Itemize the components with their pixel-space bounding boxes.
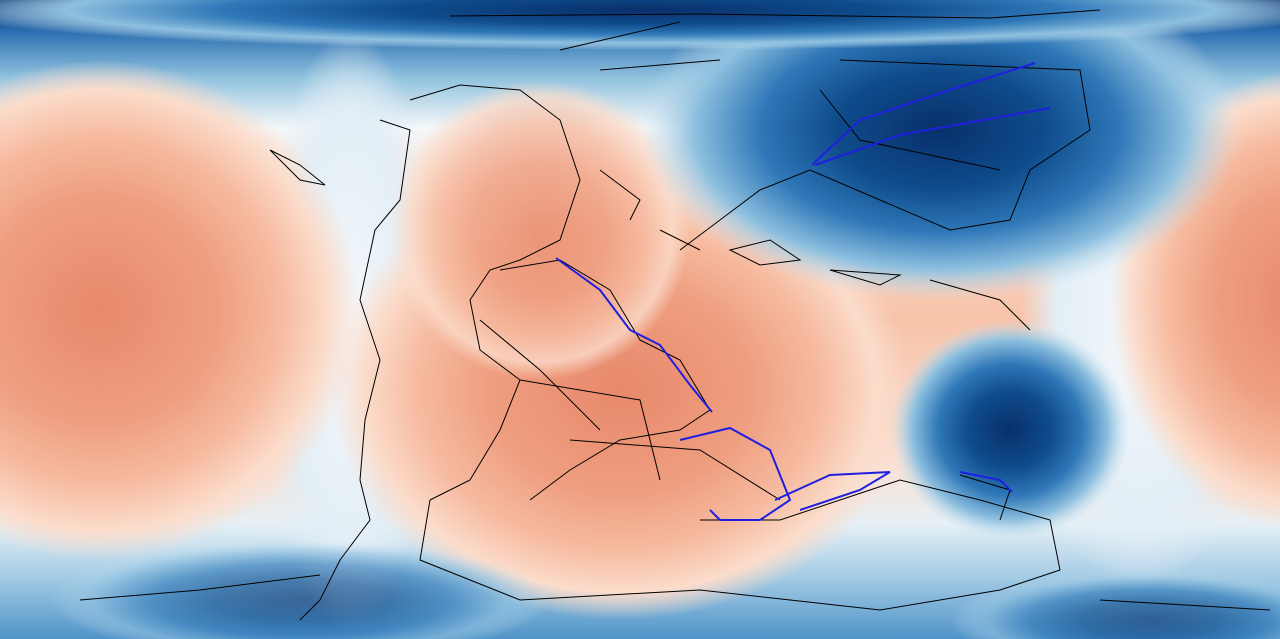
field-low (50, 540, 550, 639)
boundary-line (774, 471, 891, 511)
boundary-line (811, 62, 1036, 166)
boundary-line (814, 107, 1051, 166)
coastline (269, 149, 701, 251)
coastline (479, 319, 781, 501)
field-high (390, 80, 690, 380)
coastline (299, 119, 411, 621)
boundary-line (679, 426, 792, 521)
field-low (950, 570, 1280, 639)
boundary-line (959, 471, 1013, 493)
coastlines (79, 9, 1271, 621)
coastline (728, 239, 1031, 331)
blue-lines (555, 62, 1051, 521)
field-low (640, 0, 1240, 300)
field-low (0, 0, 1280, 50)
coastline (679, 59, 1091, 251)
coastline (409, 84, 1061, 611)
boundary-line (555, 257, 713, 413)
field-high (0, 60, 360, 560)
coastline (449, 9, 1101, 71)
coastline (499, 259, 711, 501)
field-low (890, 320, 1130, 540)
